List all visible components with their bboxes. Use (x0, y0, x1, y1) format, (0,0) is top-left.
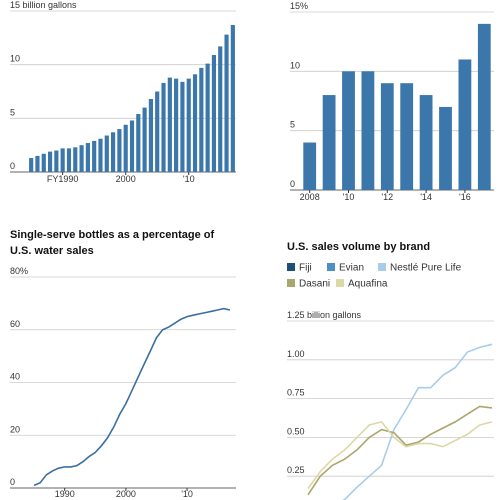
x-tick-label: '10 (183, 174, 195, 184)
y-tick-label: 10 (290, 60, 300, 70)
bar (73, 147, 78, 172)
x-tick-label: '12 (381, 192, 393, 202)
bar (192, 74, 198, 172)
bar (205, 63, 210, 172)
bar (66, 148, 72, 172)
bar (60, 148, 65, 172)
bar (155, 91, 160, 172)
bar (104, 135, 109, 172)
y-tick-label: 1.00 (287, 349, 305, 359)
y-tick-label: 5 (10, 107, 15, 117)
bar (224, 34, 229, 172)
bar (380, 83, 394, 190)
legend-label: Evian (339, 263, 364, 274)
y-tick-label: 10 (10, 54, 20, 64)
y-tick-label: 0 (10, 161, 15, 171)
y-tick-label: 5 (290, 120, 295, 130)
bar (361, 71, 375, 190)
line (33, 307, 231, 487)
bar (439, 106, 452, 190)
bar (303, 142, 317, 190)
bar (342, 71, 355, 190)
bar (419, 95, 433, 190)
bar (79, 145, 84, 172)
x-tick-label: FY1990 (47, 174, 79, 184)
bar (174, 78, 179, 172)
y-tick-label: 0 (10, 477, 15, 487)
bar (129, 120, 135, 172)
x-tick-label: '10 (343, 192, 355, 202)
legend-label: Dasani (299, 279, 330, 290)
bar (180, 81, 185, 172)
bar (199, 67, 204, 172)
x-tick-label: '10 (181, 489, 193, 499)
bar (477, 23, 491, 190)
legend-swatch (336, 279, 344, 287)
bar (322, 95, 336, 190)
bar (142, 107, 147, 172)
chart-title: Single-serve bottles as a percentage of U… (10, 229, 215, 257)
bar (458, 59, 472, 190)
x-tick-label: 2008 (300, 192, 320, 202)
y-tick-label: 15% (290, 1, 308, 11)
bar (35, 155, 40, 172)
x-tick-label: 2000 (116, 489, 136, 499)
legend-swatch (327, 263, 335, 271)
x-tick-label: '16 (459, 192, 471, 202)
bar (29, 158, 34, 172)
legend-label: Fiji (299, 263, 312, 274)
bar (98, 138, 103, 172)
x-tick-label: '14 (420, 192, 432, 202)
bar (92, 140, 97, 172)
legend-swatch (287, 263, 295, 271)
bar (136, 114, 141, 172)
legend-label: Nestlé Pure Life (390, 263, 462, 274)
bar (167, 77, 172, 172)
bar (117, 129, 122, 172)
y-tick-label: 0 (290, 179, 295, 189)
bar (148, 99, 153, 172)
legend-label: Aquafina (348, 279, 388, 290)
line (307, 405, 493, 496)
bar (400, 83, 414, 190)
line (342, 343, 493, 500)
y-tick-label: 15 billion gallons (10, 0, 77, 10)
bar (186, 78, 191, 172)
y-tick-label: 0.50 (287, 426, 305, 436)
y-tick-label: 40 (10, 372, 20, 382)
bar (47, 151, 53, 172)
bar (161, 82, 166, 172)
legend-swatch (287, 279, 295, 287)
y-tick-label: 20 (10, 424, 20, 434)
bar (41, 153, 46, 172)
x-tick-label: 1990 (55, 489, 75, 499)
bar (123, 124, 128, 172)
bar (85, 143, 90, 172)
line (307, 420, 493, 490)
y-tick-label: 1.25 billion gallons (287, 310, 362, 320)
bar (218, 46, 223, 172)
legend-swatch (378, 263, 386, 271)
bar (230, 24, 235, 172)
bar (54, 150, 59, 172)
x-tick-label: 2000 (116, 174, 136, 184)
bar (111, 132, 116, 172)
bar (211, 55, 217, 172)
y-tick-label: 0.75 (287, 388, 305, 398)
y-tick-label: 80% (10, 266, 28, 276)
y-tick-label: 60 (10, 319, 20, 329)
chart-title: U.S. sales volume by brand (287, 241, 430, 253)
y-tick-label: 0.25 (287, 465, 305, 475)
